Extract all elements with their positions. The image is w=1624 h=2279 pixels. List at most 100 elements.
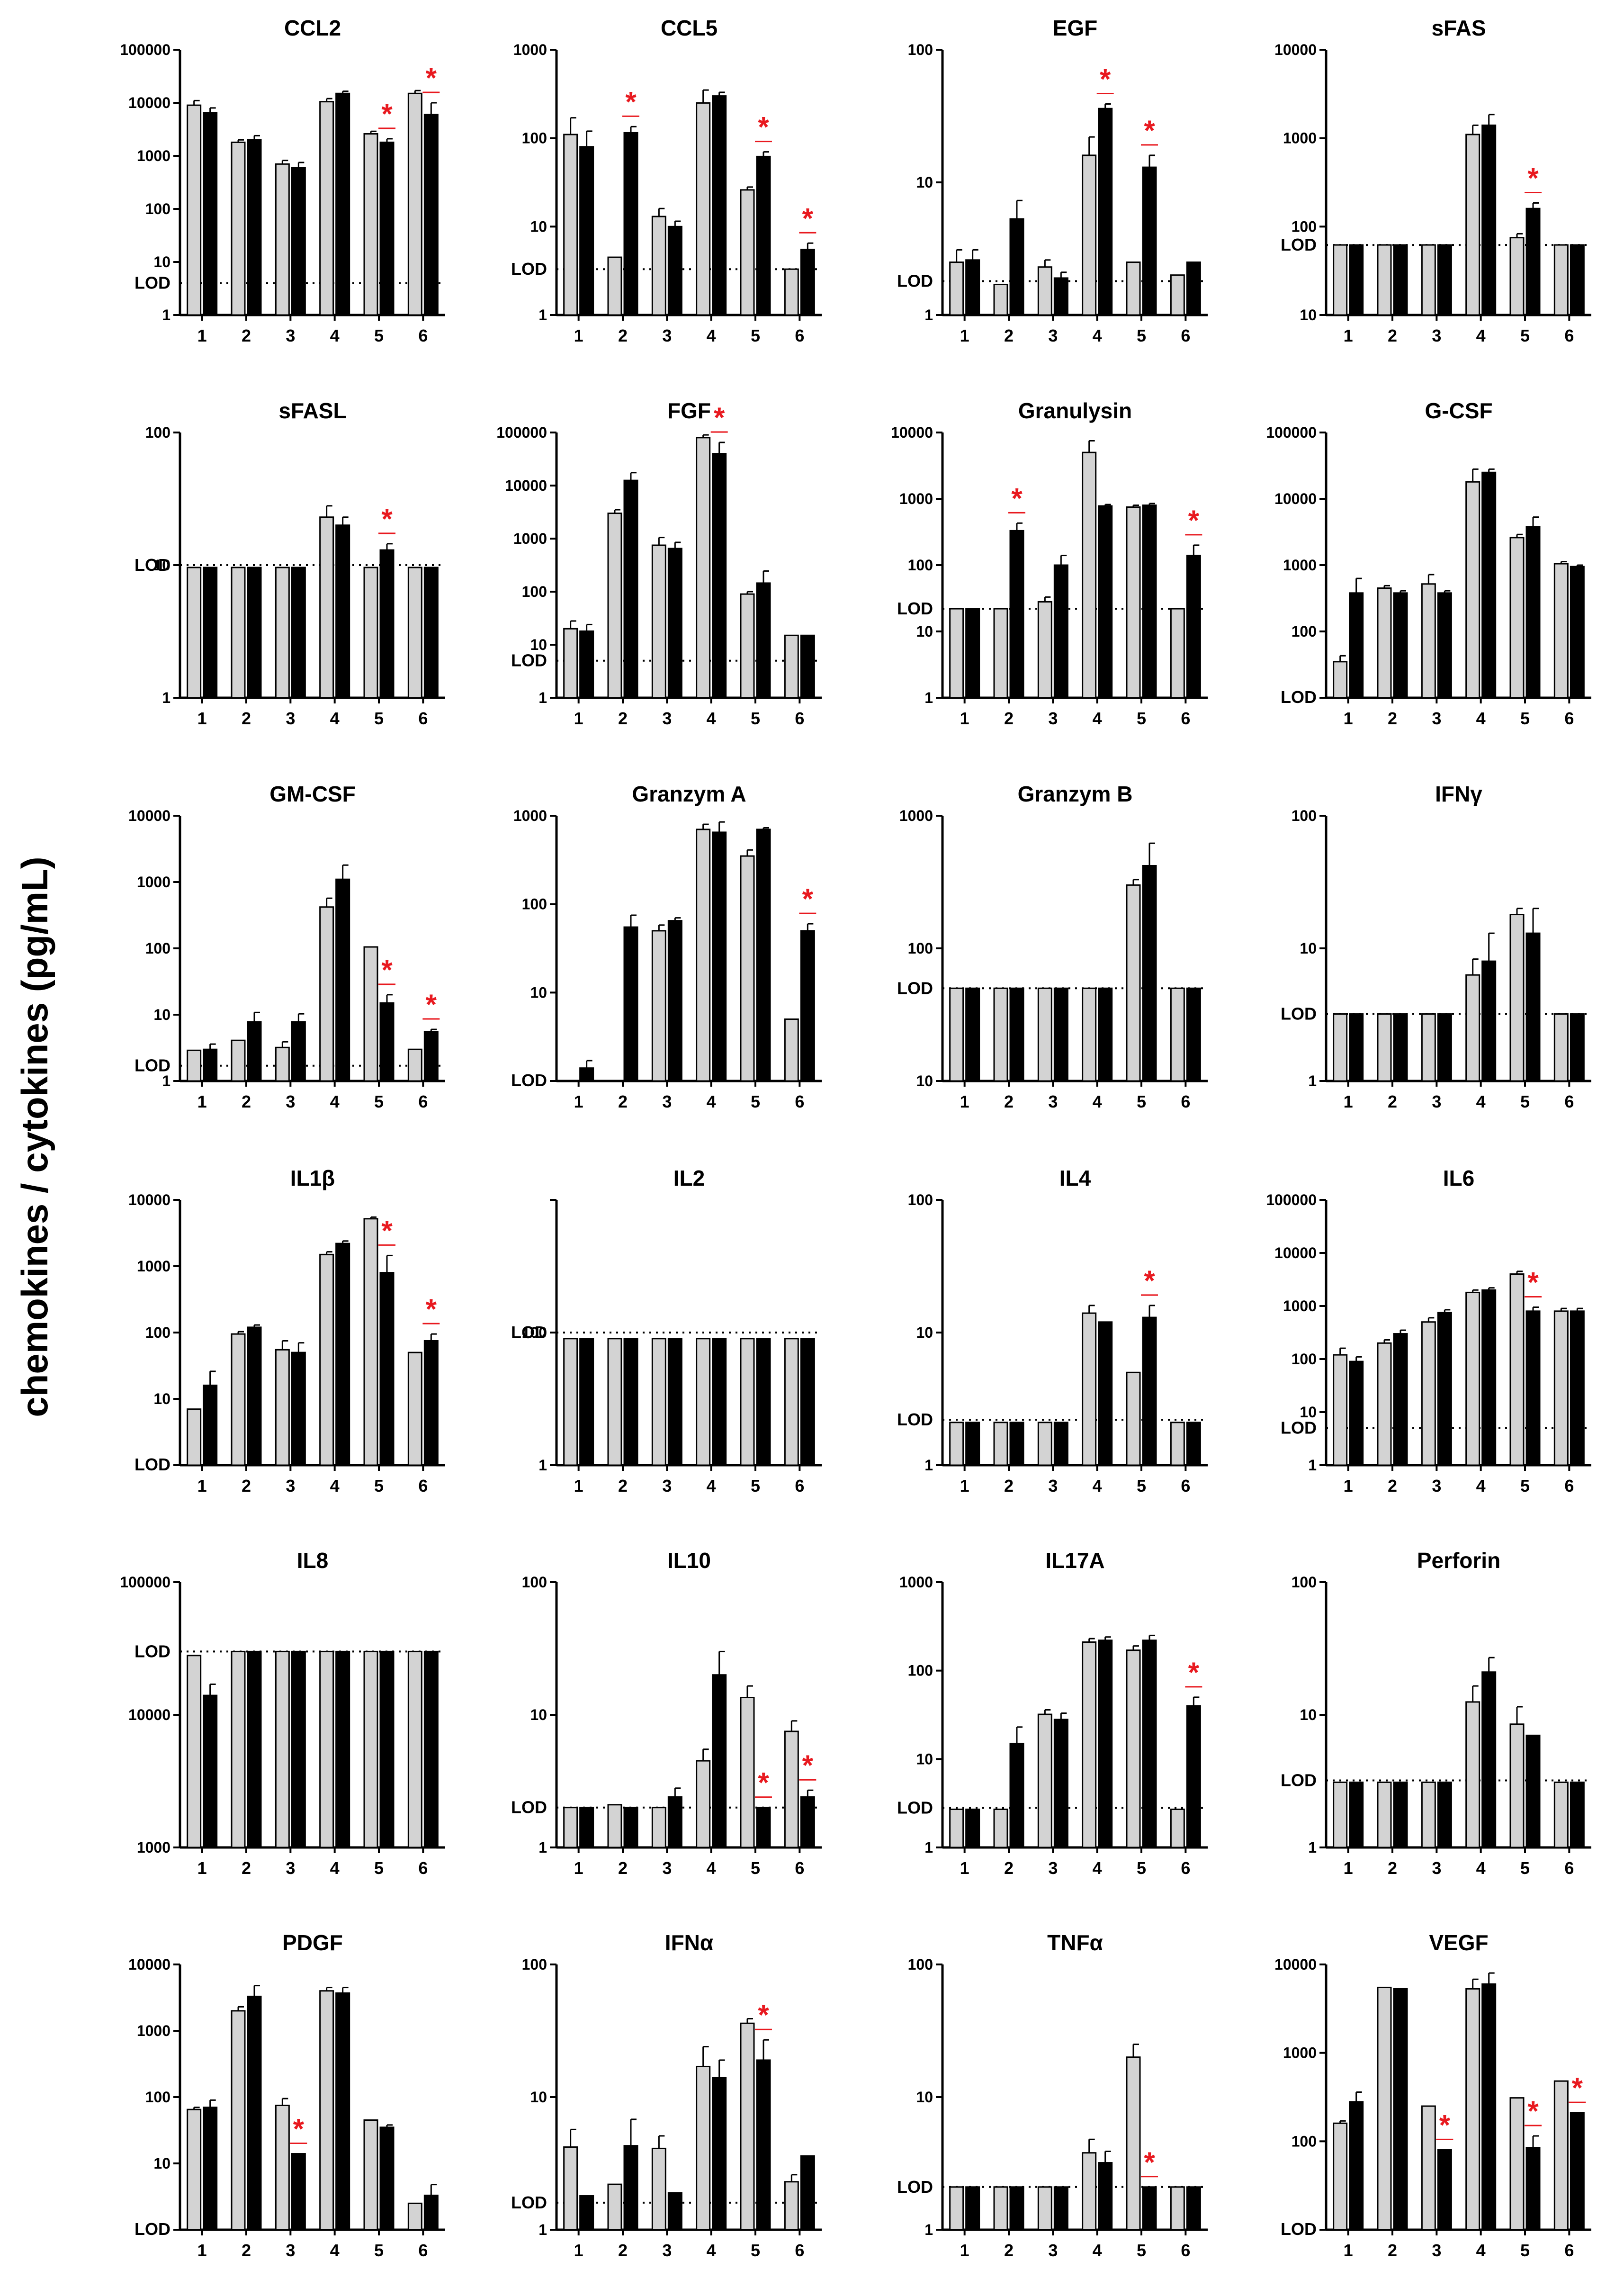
x-tick-label: 6 (418, 2241, 428, 2260)
bar-black (1186, 555, 1201, 699)
bar-black (379, 141, 395, 316)
x-tick-label: 2 (1004, 709, 1014, 728)
bar-gray (1509, 914, 1525, 1082)
x-tick-label: 2 (1388, 1476, 1397, 1495)
lod-label: LOD (897, 2177, 933, 2197)
bar-gray (1553, 563, 1569, 699)
x-tick-label: 6 (795, 326, 804, 345)
x-tick-label: 4 (1476, 1476, 1486, 1495)
bar-gray (1333, 1013, 1348, 1082)
bar-black (1481, 960, 1497, 1082)
panel-15: IL6 1 10 100 1000 10000 100000 LOD 1 2 3 4 5 * 6 (1266, 1166, 1591, 1495)
y-tick-label: 1000 (137, 874, 170, 891)
x-tick-label: 2 (1388, 326, 1397, 345)
panel-12: IL1β LOD 10 100 1000 10000 1 2 3 4 5 * 6 * (128, 1166, 445, 1495)
panel-9: Granzym A LOD 10 100 1000 1 2 3 4 5 6 * (511, 782, 822, 1111)
bar-black (756, 829, 771, 1082)
y-tick-label: 1 (538, 2221, 547, 2238)
bar-black (623, 1807, 638, 1848)
bar-black (1481, 1671, 1497, 1848)
bar-gray (784, 1730, 799, 1848)
y-tick-label: 100 (145, 1324, 170, 1341)
x-tick-label: 6 (1564, 1858, 1574, 1878)
panel-title: PDGF (282, 1930, 343, 1955)
bar-gray (1465, 1988, 1480, 2231)
y-tick-label: 10 (153, 557, 170, 574)
y-tick-label: 10000 (128, 807, 170, 824)
x-tick-label: 6 (1181, 326, 1190, 345)
bar-gray (1082, 2152, 1097, 2231)
y-tick-label: LOD (135, 1455, 170, 1474)
x-tick-label: 6 (795, 1858, 804, 1878)
y-tick-label: 100 (522, 130, 547, 147)
bar-black (1142, 865, 1157, 1082)
y-tick-label: 10 (153, 253, 170, 270)
bar-gray (1037, 2186, 1052, 2231)
x-tick-label: 5 (1137, 1858, 1146, 1878)
x-tick-label: 6 (795, 1092, 804, 1111)
bar-gray (1465, 481, 1480, 699)
bar-black (1525, 526, 1541, 699)
x-tick-label: 5 (374, 1476, 384, 1495)
y-tick-label: 1000 (899, 490, 933, 507)
x-tick-label: 5 (1520, 2241, 1530, 2260)
x-tick-label: 1 (197, 326, 207, 345)
x-tick-label: 5 (1520, 326, 1530, 345)
bar-black (623, 1338, 638, 1466)
x-tick-label: 6 (418, 326, 428, 345)
bar-black (623, 926, 638, 1082)
x-tick-label: 1 (1344, 1858, 1353, 1878)
bar-black (291, 567, 306, 699)
bar-gray (1465, 1701, 1480, 1848)
y-tick-label: 100000 (120, 1574, 170, 1591)
panel-14: IL4 1 10 100 LOD 1 2 3 4 5 * 6 (897, 1166, 1208, 1495)
bar-gray (949, 608, 964, 699)
panel-6: Granulysin 1 10 100 1000 10000 LOD 1 2 * 3 4 5 6 * (891, 398, 1208, 728)
x-tick-label: 1 (574, 1476, 583, 1495)
x-tick-label: 3 (286, 2241, 295, 2260)
y-tick-label: 10000 (1274, 1244, 1317, 1261)
significance-star: * (802, 1749, 814, 1781)
bar-gray (319, 1650, 334, 1848)
bar-black (1525, 1310, 1541, 1466)
bar-black (1349, 1781, 1364, 1848)
bar-black (247, 1650, 262, 1848)
y-tick-label: 10 (916, 174, 933, 191)
x-tick-label: 1 (574, 709, 583, 728)
y-tick-label: 100 (908, 41, 933, 58)
bar-black (1349, 244, 1364, 316)
y-tick-label: 100 (908, 557, 933, 574)
y-tick-label: 100 (145, 940, 170, 957)
panel-11: IFNγ 1 10 100 LOD 1 2 3 4 5 6 (1281, 782, 1591, 1111)
x-tick-label: 4 (1476, 2241, 1486, 2260)
bar-black (1437, 592, 1452, 699)
bar-black (1570, 2112, 1585, 2231)
x-tick-label: 5 (374, 1092, 384, 1111)
bar-gray (275, 567, 290, 699)
significance-star: * (1144, 2146, 1155, 2178)
panel-title: EGF (1053, 16, 1098, 40)
y-tick-label: 10000 (128, 94, 170, 111)
x-tick-label: 4 (707, 1476, 716, 1495)
bar-black (291, 167, 306, 316)
panel-10: Granzym B 10 100 1000 LOD 1 2 3 4 5 6 (897, 782, 1208, 1111)
bar-black (712, 453, 727, 699)
y-tick-label: 1000 (137, 1258, 170, 1275)
bar-black (335, 524, 350, 699)
significance-star: * (1100, 63, 1111, 95)
y-tick-label: 100 (522, 1956, 547, 1973)
bar-black (423, 1340, 439, 1466)
x-tick-label: 2 (1004, 1092, 1014, 1111)
x-tick-label: 4 (1093, 326, 1102, 345)
y-tick-label: 10 (1300, 1404, 1317, 1421)
x-tick-label: 4 (707, 1858, 716, 1878)
bar-gray (993, 1808, 1008, 1848)
panel-title: sFASL (278, 398, 346, 423)
bar-gray (563, 1338, 578, 1466)
x-tick-label: 1 (197, 2241, 207, 2260)
x-tick-label: 6 (418, 709, 428, 728)
bar-black (965, 987, 980, 1082)
panel-title: IL17A (1045, 1548, 1104, 1573)
bar-black (379, 2126, 395, 2231)
